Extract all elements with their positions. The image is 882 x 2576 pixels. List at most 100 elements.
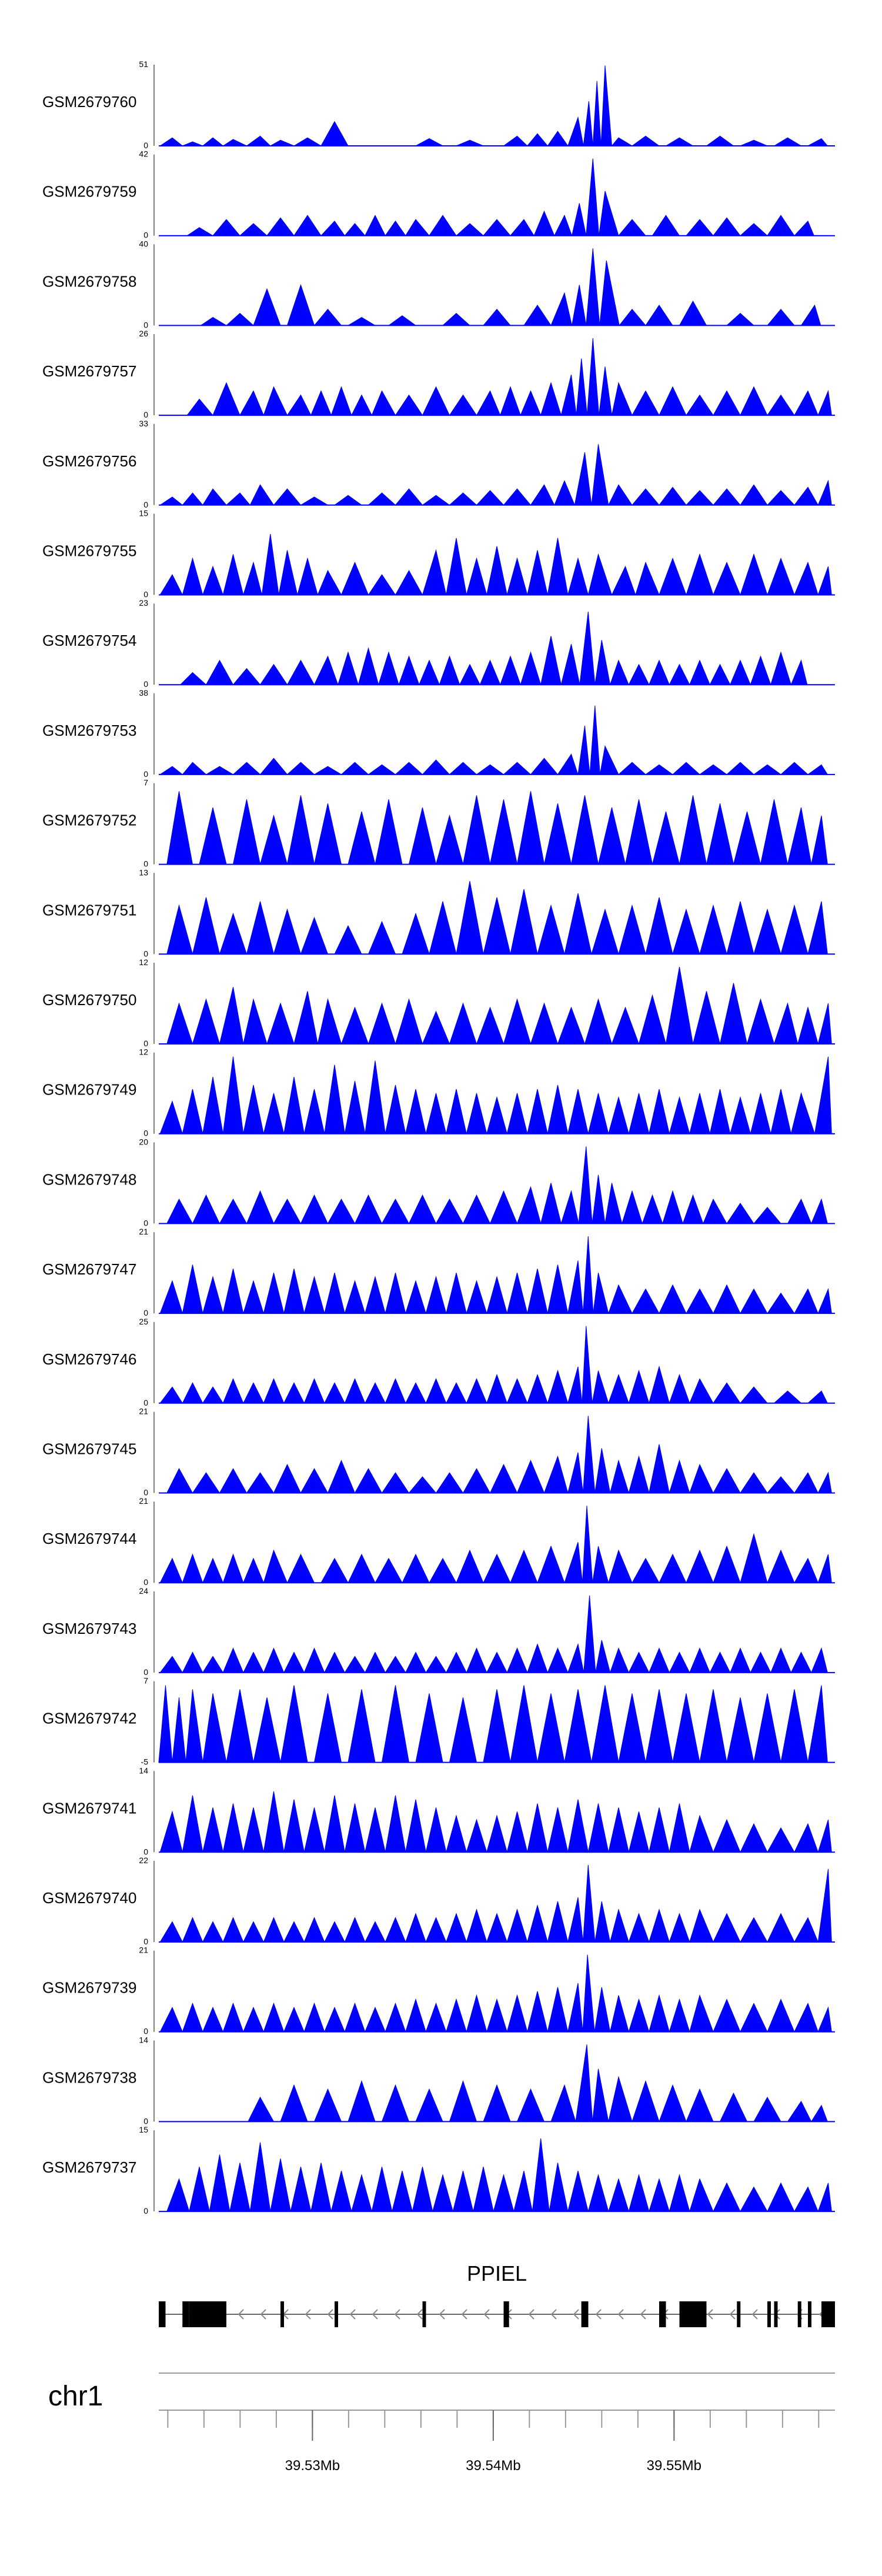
track-label: GSM2679738 — [42, 2068, 136, 2086]
track-label: GSM2679747 — [42, 1260, 136, 1278]
y-min-label: 0 — [143, 141, 148, 150]
y-max-label: 7 — [143, 1676, 148, 1686]
exon-block — [679, 2301, 707, 2327]
strand-arrow — [238, 2309, 244, 2320]
track-GSM2679739: GSM2679739 21 0 — [42, 1946, 835, 2036]
track-label: GSM2679757 — [42, 362, 136, 380]
strand-arrow — [729, 2309, 736, 2320]
chromosome-label: chr1 — [48, 2381, 103, 2412]
y-max-label: 38 — [139, 688, 148, 698]
axis-tick-label: 39.53Mb — [285, 2458, 340, 2474]
coverage-area — [166, 2138, 832, 2212]
y-min-label: 0 — [143, 1488, 148, 1497]
track-GSM2679757: GSM2679757 26 0 — [42, 329, 835, 419]
track-GSM2679753: GSM2679753 38 0 — [42, 688, 835, 779]
track-GSM2679744: GSM2679744 21 0 — [42, 1496, 835, 1587]
coverage-area — [159, 1864, 832, 1943]
coverage-area — [159, 1791, 832, 1853]
coverage-tracks: GSM2679760510GSM2679759420GSM2679758400G… — [42, 59, 835, 2215]
exon-block — [581, 2301, 586, 2327]
y-min-label: 0 — [143, 1667, 148, 1677]
y-min-label: 0 — [143, 1577, 148, 1587]
y-min-label: 0 — [143, 1937, 148, 1946]
track-GSM2679760: GSM2679760 51 0 — [42, 59, 835, 150]
y-min-label: 0 — [143, 1847, 148, 1856]
axis-tick-label: 39.54Mb — [466, 2458, 520, 2474]
y-max-label: 26 — [139, 329, 148, 338]
y-min-label: 0 — [143, 769, 148, 779]
exon-block — [503, 2301, 509, 2327]
y-max-label: 7 — [143, 778, 148, 788]
coverage-area — [247, 2044, 828, 2122]
coverage-area — [179, 611, 808, 685]
y-min-label: 0 — [143, 320, 148, 329]
y-max-label: 23 — [139, 598, 148, 608]
exon-block — [737, 2301, 741, 2327]
y-max-label: 12 — [139, 1047, 148, 1057]
gene-model — [159, 2301, 835, 2327]
exon-block — [821, 2301, 835, 2327]
track-label: GSM2679745 — [42, 1440, 136, 1458]
y-min-label: 0 — [143, 410, 148, 419]
coverage-area — [166, 791, 828, 865]
coverage-area — [159, 1056, 832, 1134]
gene-label: PPIEL — [467, 2261, 527, 2285]
track-label: GSM2679746 — [42, 1350, 136, 1368]
exon-block — [159, 2301, 166, 2327]
strand-arrow — [550, 2309, 557, 2320]
y-min-label: 0 — [143, 859, 148, 869]
track-label: GSM2679748 — [42, 1170, 136, 1188]
y-min-label: 0 — [143, 679, 148, 689]
y-min-label: 0 — [143, 1308, 148, 1317]
coverage-area — [186, 158, 815, 236]
strand-arrow — [528, 2309, 534, 2320]
track-label: GSM2679752 — [42, 812, 136, 829]
y-max-label: 21 — [139, 1407, 148, 1416]
y-max-label: 14 — [139, 1766, 148, 1775]
track-GSM2679740: GSM2679740 22 0 — [42, 1856, 835, 1946]
exon-block — [280, 2301, 284, 2327]
y-max-label: 15 — [139, 509, 148, 518]
coverage-area — [159, 533, 832, 595]
track-GSM2679741: GSM2679741 14 0 — [42, 1766, 835, 1856]
track-GSM2679747: GSM2679747 21 0 — [42, 1227, 835, 1317]
axis-marks: 39.53Mb 39.54Mb 39.55Mb — [159, 2373, 835, 2474]
exon-block — [422, 2301, 426, 2327]
track-label: GSM2679740 — [42, 1889, 136, 1907]
y-max-label: 13 — [139, 867, 148, 877]
coverage-area — [159, 1236, 832, 1314]
strand-arrow — [640, 2309, 646, 2320]
track-label: GSM2679737 — [42, 2158, 136, 2176]
exon-block — [182, 2301, 189, 2327]
y-max-label: 21 — [139, 1496, 148, 1506]
y-min-label: -5 — [141, 1757, 149, 1767]
strand-arrow — [751, 2309, 758, 2320]
track-GSM2679756: GSM2679756 33 0 — [42, 419, 835, 509]
exon-block — [584, 2301, 589, 2327]
coverage-area — [186, 338, 832, 416]
track-GSM2679749: GSM2679749 12 0 — [42, 1047, 835, 1138]
track-label: GSM2679753 — [42, 722, 136, 739]
coverage-area — [159, 1954, 832, 2033]
track-label: GSM2679741 — [42, 1799, 136, 1817]
track-label: GSM2679756 — [42, 452, 136, 470]
axis-tick-label: 39.55Mb — [647, 2458, 701, 2474]
y-max-label: 25 — [139, 1317, 148, 1326]
y-max-label: 24 — [139, 1586, 148, 1596]
y-min-label: 0 — [143, 2116, 148, 2125]
exon-block — [797, 2301, 801, 2327]
track-GSM2679738: GSM2679738 14 0 — [42, 2035, 835, 2125]
track-GSM2679748: GSM2679748 20 0 — [42, 1137, 835, 1227]
strand-arrow — [349, 2309, 356, 2320]
coverage-area — [159, 1506, 832, 1583]
track-label: GSM2679744 — [42, 1530, 136, 1547]
track-GSM2679746: GSM2679746 25 0 — [42, 1317, 835, 1407]
track-label: GSM2679758 — [42, 272, 136, 290]
y-max-label: 15 — [139, 2125, 148, 2134]
strand-arrow — [327, 2309, 333, 2320]
track-GSM2679745: GSM2679745 21 0 — [42, 1407, 835, 1497]
exon-block — [774, 2301, 778, 2327]
exon-block — [189, 2301, 226, 2327]
strand-arrow — [305, 2309, 311, 2320]
